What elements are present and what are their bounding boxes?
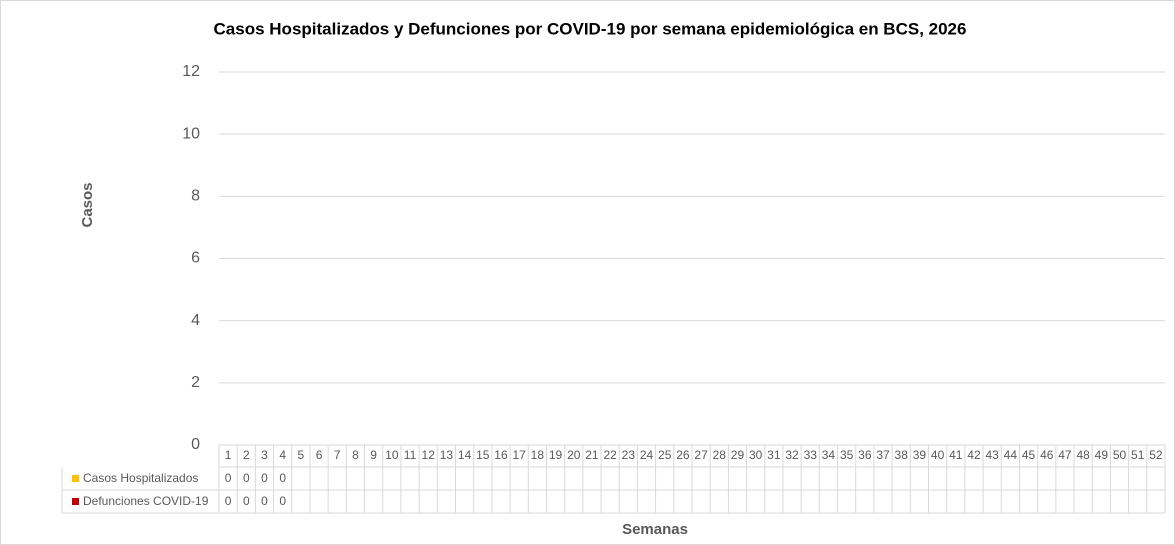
legend-label: Defunciones COVID-19 xyxy=(83,494,209,508)
x-tick-label: 41 xyxy=(949,448,963,462)
table-value: 0 xyxy=(279,471,286,485)
x-axis-label: Semanas xyxy=(622,521,688,538)
x-tick-label: 13 xyxy=(440,448,454,462)
x-tick-label: 40 xyxy=(931,448,945,462)
x-tick-label: 10 xyxy=(385,448,399,462)
x-tick-label: 27 xyxy=(694,448,708,462)
x-tick-label: 4 xyxy=(279,448,286,462)
table-value: 0 xyxy=(261,471,268,485)
x-tick-label: 7 xyxy=(334,448,341,462)
y-tick-label: 10 xyxy=(182,125,200,142)
x-tick-label: 2 xyxy=(243,448,250,462)
x-tick-label: 32 xyxy=(785,448,799,462)
y-tick-label: 6 xyxy=(191,250,200,267)
x-tick-label: 46 xyxy=(1040,448,1054,462)
x-tick-label: 14 xyxy=(458,448,472,462)
x-tick-label: 47 xyxy=(1058,448,1072,462)
table-value: 0 xyxy=(243,471,250,485)
x-tick-label: 44 xyxy=(1004,448,1018,462)
x-tick-label: 39 xyxy=(913,448,927,462)
table-value: 0 xyxy=(279,494,286,508)
legend-key xyxy=(72,498,79,505)
x-tick-label: 25 xyxy=(658,448,672,462)
x-tick-label: 19 xyxy=(549,448,563,462)
x-tick-label: 42 xyxy=(967,448,981,462)
x-tick-label: 12 xyxy=(422,448,436,462)
x-tick-label: 49 xyxy=(1095,448,1109,462)
x-tick-label: 3 xyxy=(261,448,268,462)
x-tick-label: 43 xyxy=(985,448,999,462)
x-tick-label: 51 xyxy=(1131,448,1145,462)
x-tick-label: 35 xyxy=(840,448,854,462)
x-tick-label: 28 xyxy=(713,448,727,462)
x-tick-label: 16 xyxy=(494,448,508,462)
legend-label: Casos Hospitalizados xyxy=(83,471,198,485)
x-tick-label: 50 xyxy=(1113,448,1127,462)
x-tick-label: 37 xyxy=(876,448,890,462)
legend-key xyxy=(72,475,79,482)
x-tick-label: 20 xyxy=(567,448,581,462)
x-tick-label: 31 xyxy=(767,448,781,462)
table-value: 0 xyxy=(225,494,232,508)
x-tick-label: 48 xyxy=(1076,448,1090,462)
x-tick-label: 5 xyxy=(298,448,305,462)
x-tick-label: 29 xyxy=(731,448,745,462)
y-tick-label: 8 xyxy=(191,188,200,205)
x-tick-label: 1 xyxy=(225,448,232,462)
x-tick-label: 22 xyxy=(603,448,617,462)
x-tick-label: 8 xyxy=(352,448,359,462)
table-value: 0 xyxy=(225,471,232,485)
x-tick-label: 38 xyxy=(895,448,909,462)
x-tick-label: 23 xyxy=(622,448,636,462)
x-tick-label: 21 xyxy=(585,448,599,462)
chart-title: Casos Hospitalizados y Defunciones por C… xyxy=(214,19,967,38)
y-tick-label: 2 xyxy=(191,374,200,391)
x-tick-label: 6 xyxy=(316,448,323,462)
y-tick-label: 4 xyxy=(191,312,200,329)
x-tick-label: 11 xyxy=(404,448,417,462)
x-tick-label: 36 xyxy=(858,448,872,462)
x-tick-label: 24 xyxy=(640,448,654,462)
table-value: 0 xyxy=(243,494,250,508)
x-tick-label: 18 xyxy=(531,448,545,462)
y-tick-label: 0 xyxy=(191,436,200,453)
x-tick-label: 17 xyxy=(512,448,526,462)
x-tick-label: 33 xyxy=(804,448,818,462)
x-tick-label: 15 xyxy=(476,448,490,462)
x-tick-label: 26 xyxy=(676,448,690,462)
x-tick-label: 9 xyxy=(370,448,377,462)
x-tick-label: 34 xyxy=(822,448,836,462)
x-tick-label: 30 xyxy=(749,448,763,462)
y-axis-label: Casos xyxy=(79,182,96,227)
table-value: 0 xyxy=(261,494,268,508)
x-tick-label: 45 xyxy=(1022,448,1036,462)
x-tick-label: 52 xyxy=(1149,448,1163,462)
y-tick-label: 12 xyxy=(182,63,200,80)
